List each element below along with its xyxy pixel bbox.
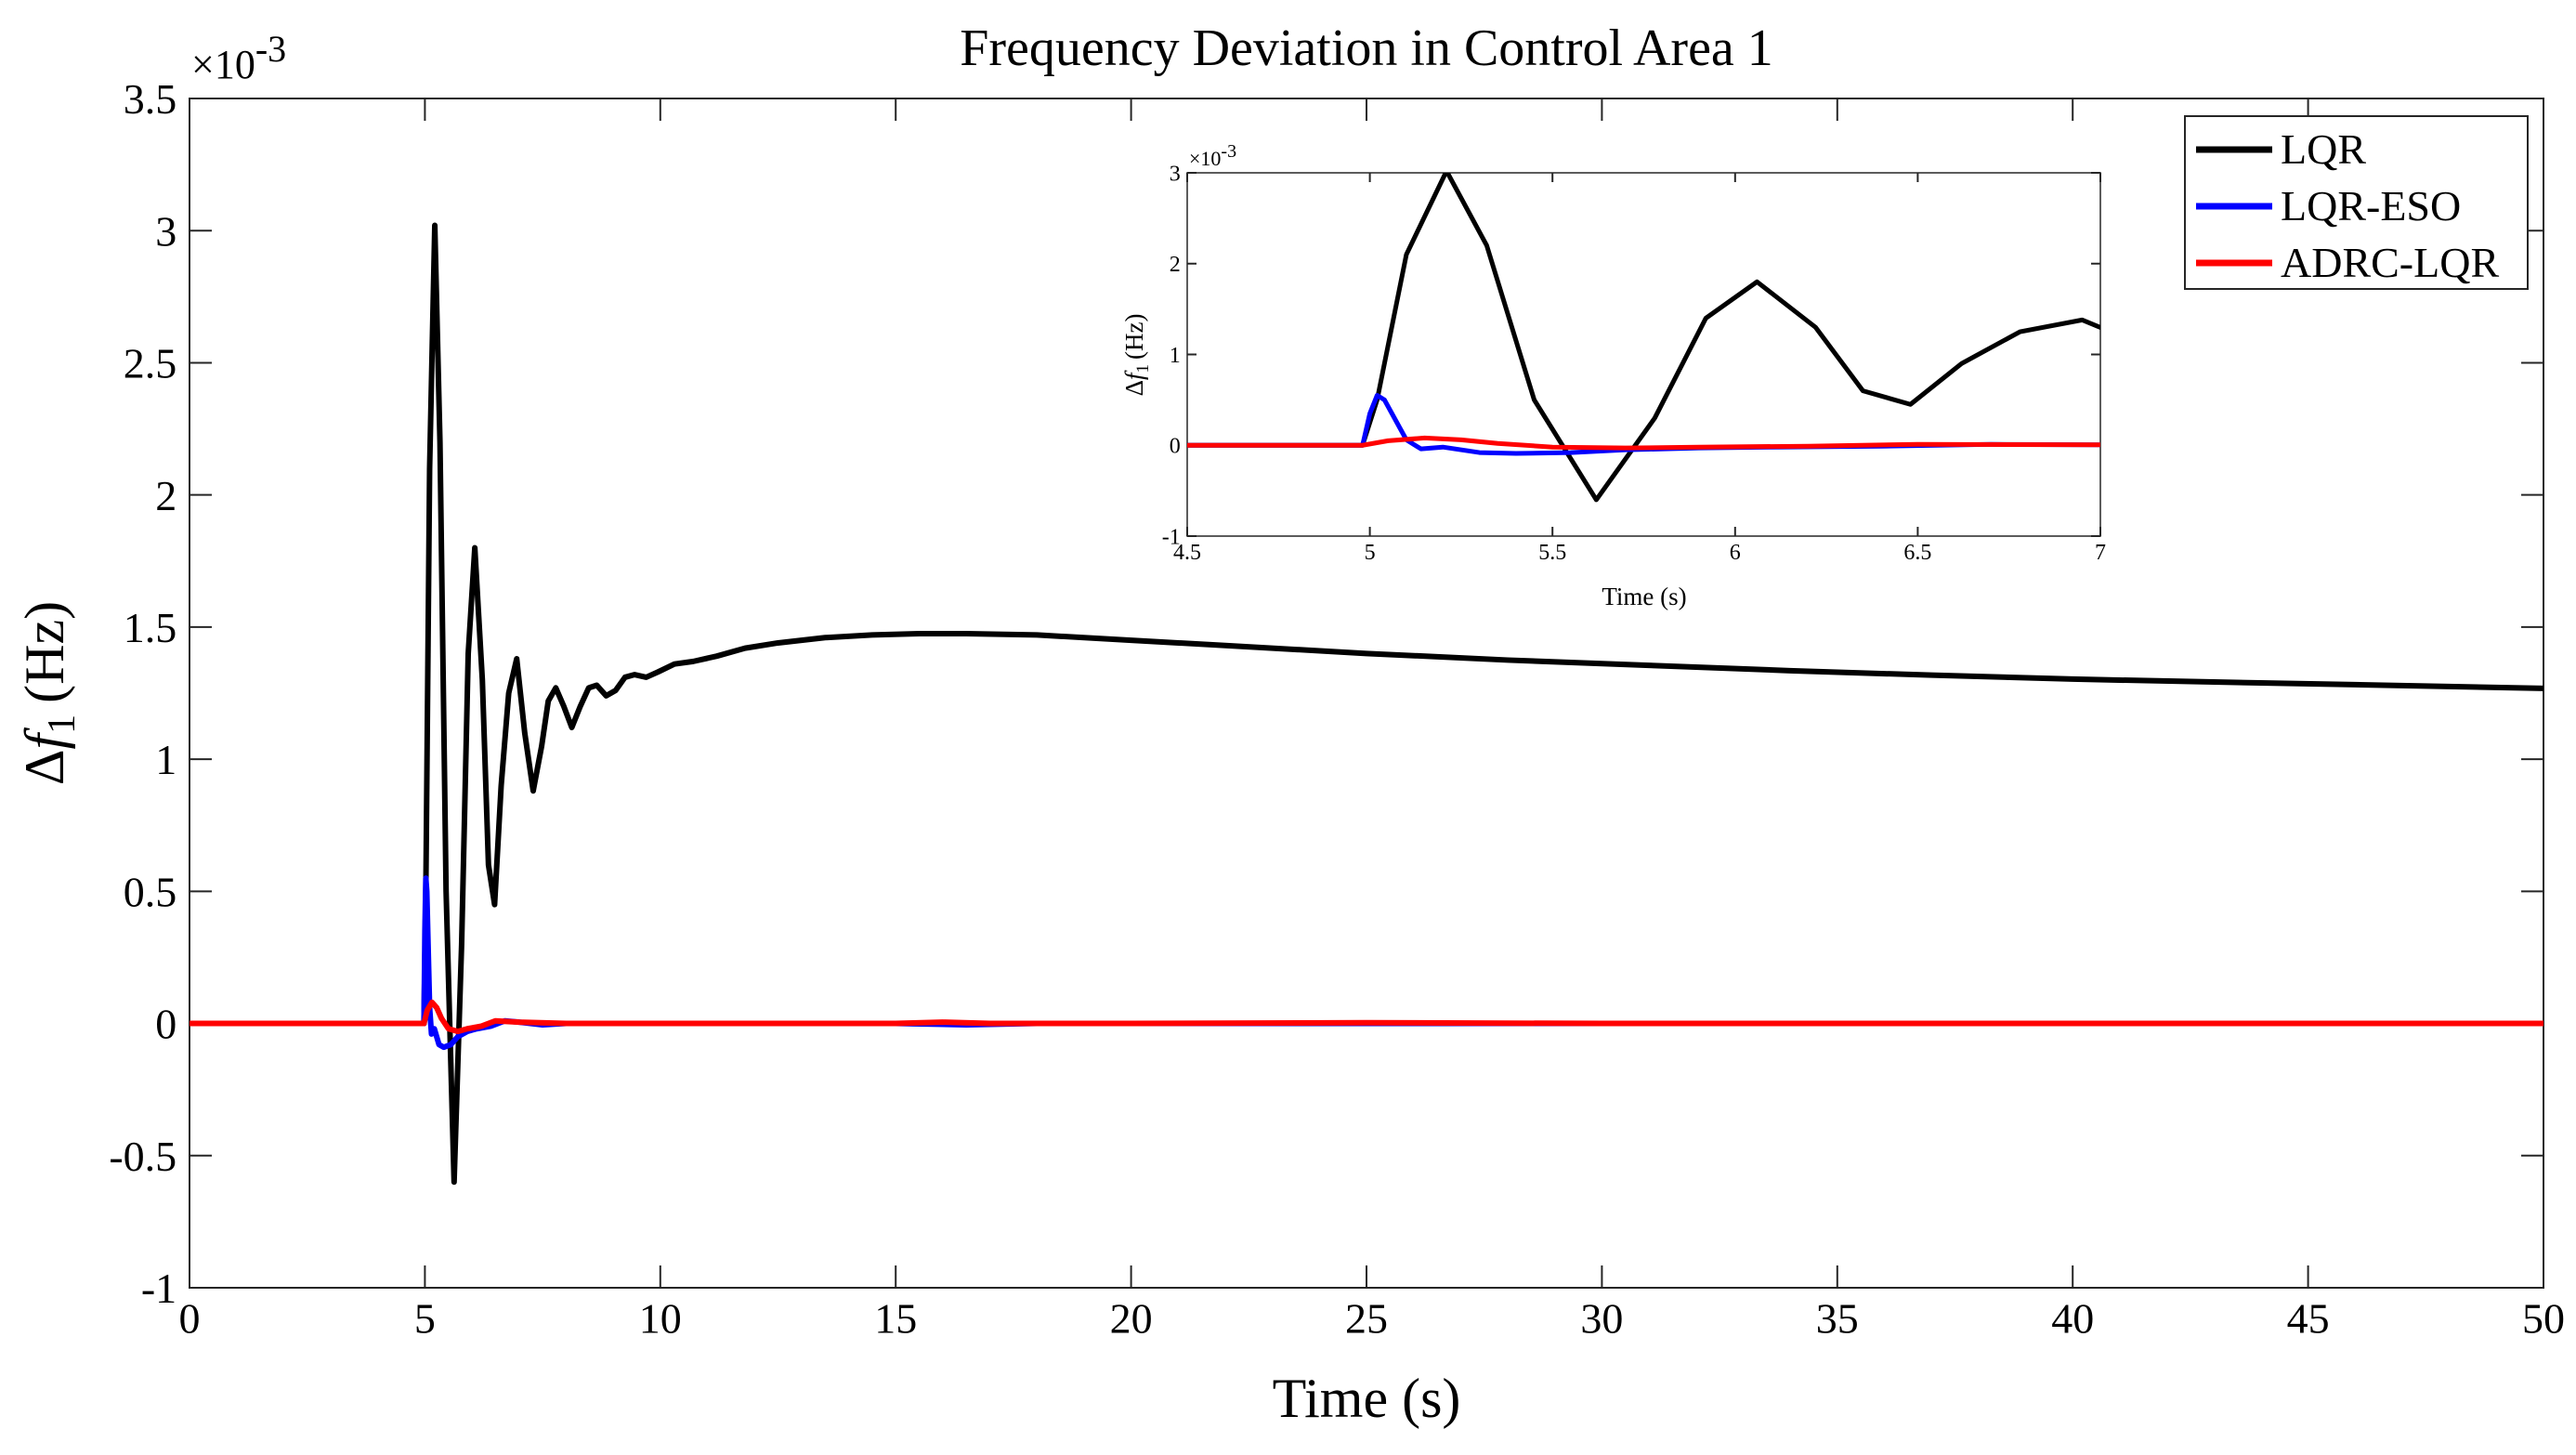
x-tick-label: 35 [1816, 1294, 1859, 1342]
inset-x-tick-label: 6 [1730, 541, 1741, 565]
inset-x-axis-ticks: 4.5 5 5.5 6 6.5 7 [1173, 173, 2106, 565]
x-tick-label: 10 [639, 1294, 682, 1342]
y-tick-label: 2.5 [124, 340, 177, 387]
series-line-adrc-lqr [190, 999, 2543, 1035]
y-tick-label: 2 [155, 472, 177, 519]
inset-chart: 4.5 5 5.5 6 6.5 7 -1 0 1 2 3 ×10-3 Time (s) Δf1(H… [1120, 141, 2106, 610]
y-tick-label: 1 [155, 736, 177, 783]
main-series-group [190, 222, 2543, 1186]
inset-x-tick-label: 5.5 [1538, 541, 1566, 565]
x-axis-label: Time (s) [1273, 1368, 1461, 1429]
legend-label-lqr-eso: LQR-ESO [2281, 182, 2461, 229]
y-tick-label: -0.5 [109, 1133, 177, 1180]
inset-y-axis-label: Δf1(Hz) [1120, 314, 1153, 397]
x-tick-label: 30 [1580, 1294, 1623, 1342]
inset-y-tick-label: -1 [1162, 525, 1181, 549]
y-tick-label: 3 [155, 207, 177, 255]
x-tick-label: 50 [2522, 1294, 2565, 1342]
x-tick-label: 5 [414, 1294, 436, 1342]
x-tick-label: 20 [1110, 1294, 1153, 1342]
x-tick-label: 45 [2287, 1294, 2330, 1342]
x-tick-label: 25 [1345, 1294, 1388, 1342]
y-tick-label: 3.5 [124, 75, 177, 123]
y-tick-label: -1 [141, 1265, 177, 1312]
y-tick-label: 0 [155, 1001, 177, 1048]
inset-x-tick-label: 5 [1365, 541, 1376, 565]
inset-x-axis-label: Time (s) [1602, 583, 1686, 610]
inset-series-line-lqr [1187, 173, 2100, 503]
chart-title: Frequency Deviation in Control Area 1 [960, 20, 1773, 77]
inset-series-line-adrc-lqr [1187, 435, 2100, 451]
inset-x-tick-label: 7 [2095, 541, 2106, 565]
legend: LQR LQR-ESO ADRC-LQR [2184, 115, 2529, 290]
inset-y-axis-multiplier: ×10-3 [1189, 141, 1236, 170]
legend-label-lqr: LQR [2281, 125, 2366, 173]
y-axis-label: Δf1(Hz) [14, 601, 84, 785]
y-axis-ticks: -1 -0.5 0 0.5 1 1.5 2 2.5 3 3.5 [109, 75, 2543, 1312]
x-axis-ticks: 0 5 10 15 20 25 30 35 40 45 50 [179, 98, 2565, 1342]
inset-plot-area [1186, 172, 2101, 537]
inset-y-tick-label: 2 [1170, 253, 1181, 277]
inset-x-tick-label: 4.5 [1173, 541, 1201, 565]
legend-label-adrc-lqr: ADRC-LQR [2281, 239, 2499, 286]
inset-y-tick-label: 1 [1170, 344, 1181, 368]
x-tick-label: 15 [874, 1294, 917, 1342]
x-tick-label: 40 [2051, 1294, 2094, 1342]
y-tick-label: 1.5 [124, 604, 177, 651]
inset-series-group [1187, 173, 2100, 503]
inset-y-axis-ticks: -1 0 1 2 3 [1162, 162, 2100, 549]
y-tick-label: 0.5 [124, 868, 177, 915]
inset-y-tick-label: 3 [1170, 162, 1181, 186]
inset-y-tick-label: 0 [1170, 435, 1181, 459]
inset-x-tick-label: 6.5 [1903, 541, 1931, 565]
y-axis-multiplier: ×10-3 [191, 28, 286, 87]
series-line-lqr [190, 222, 2543, 1186]
x-tick-label: 0 [179, 1294, 201, 1342]
